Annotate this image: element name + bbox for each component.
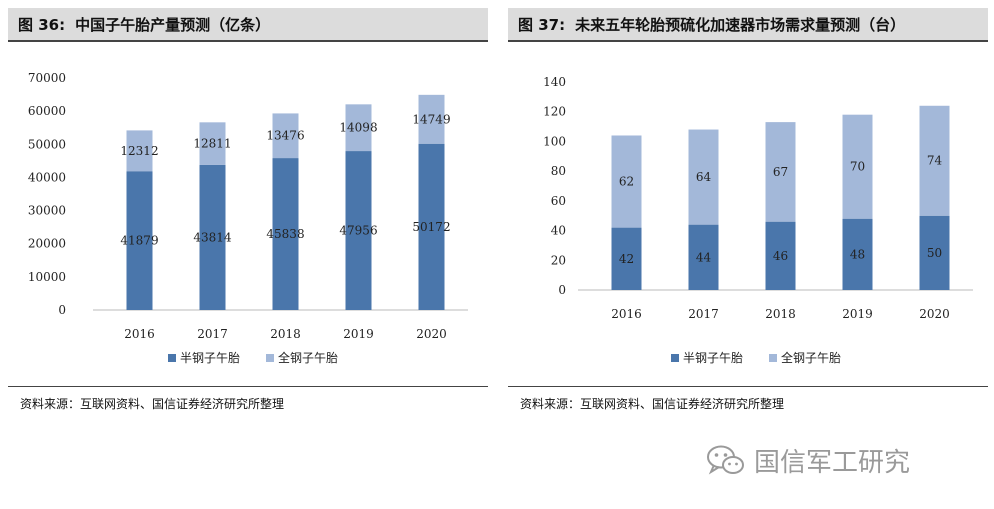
y-tick-label: 60000 [28,104,66,118]
chart-title: 未来五年轮胎预硫化加速器市场需求量预测（台） [575,15,906,34]
y-tick-label: 20 [551,253,566,267]
x-tick-label: 2017 [197,327,228,341]
data-label: 47956 [339,224,377,238]
data-label: 14098 [339,121,377,135]
data-label: 74 [927,154,943,168]
bar-all-steel [688,129,719,225]
bar-semi-steel [842,218,873,290]
chart-title: 中国子午胎产量预测（亿条） [75,15,271,34]
y-tick-label: 120 [543,105,566,119]
x-tick-label: 2018 [270,327,301,341]
bar-semi-steel [199,164,226,310]
data-label: 43814 [193,230,232,244]
chart-title-bar: 图 36: 中国子午胎产量预测（亿条） [8,8,488,42]
bar-all-steel [919,105,950,216]
x-tick-label: 2020 [919,307,950,321]
data-label: 45838 [266,227,304,241]
legend-swatch [769,354,777,362]
x-tick-label: 2019 [842,307,873,321]
x-tick-label: 2019 [343,327,374,341]
bar-semi-steel [919,215,950,290]
x-tick-label: 2016 [611,307,642,321]
figure-number: 图 36: [18,15,66,34]
y-tick-label: 40000 [28,170,66,184]
data-label: 14749 [412,112,450,126]
y-tick-label: 10000 [28,270,66,284]
bar-all-steel [842,114,873,219]
bar-semi-steel [688,224,719,290]
legend-label: 全钢子午胎 [278,350,338,365]
y-tick-label: 70000 [28,71,66,85]
y-tick-label: 140 [543,75,566,89]
data-label: 44 [696,250,712,264]
legend-label: 半钢子午胎 [683,351,743,365]
bar-all-steel [611,135,642,228]
data-label: 70 [850,160,865,174]
y-tick-label: 80 [551,164,566,178]
chart-title-bar: 图 37: 未来五年轮胎预硫化加速器市场需求量预测（台） [508,8,988,42]
data-label: 64 [696,170,712,184]
data-label: 48 [850,247,865,261]
stacked-bar-chart: 0 20 40 60 80 100 120 140 42 62 2016 44 64 2017 46 67 20… [543,75,973,365]
data-label: 50172 [412,220,450,234]
x-tick-label: 2020 [416,327,447,341]
bar-all-steel [272,113,299,159]
y-tick-label: 0 [558,283,566,297]
bar-semi-steel [418,143,445,310]
bar-all-steel [126,130,153,172]
y-tick-label: 50000 [28,137,66,151]
bar-all-steel [765,122,796,222]
data-label: 67 [773,165,788,179]
y-tick-label: 30000 [28,204,66,218]
bar-semi-steel [272,158,299,310]
x-tick-label: 2017 [688,307,719,321]
bar-semi-steel [611,227,642,290]
legend-swatch [671,354,679,362]
bar-semi-steel [765,221,796,290]
stacked-bar-chart: 0 10000 20000 30000 40000 50000 60000 70000 4187… [28,71,468,365]
y-tick-label: 20000 [28,237,66,251]
watermark: 国信军工研究 [706,440,976,480]
y-tick-label: 0 [58,303,66,317]
legend-swatch [266,354,274,362]
bar-semi-steel [126,171,153,310]
legend-swatch [168,354,176,362]
watermark-text: 国信军工研究 [754,447,911,478]
y-tick-label: 60 [551,194,566,208]
wechat-icon [707,445,744,475]
data-label: 42 [619,252,634,266]
data-label: 46 [773,249,788,263]
bar-all-steel [199,122,226,165]
x-tick-label: 2016 [124,327,155,341]
data-label: 12811 [193,137,231,151]
source-note: 资料来源：互联网资料、国信证券经济研究所整理 [8,386,488,411]
data-label: 12312 [120,144,158,158]
data-label: 13476 [266,129,304,143]
y-tick-label: 40 [551,224,566,238]
bar-all-steel [418,94,445,144]
chart-panel-36: 图 36: 中国子午胎产量预测（亿条） 0 10000 20000 30000 4000… [8,8,488,411]
data-label: 50 [927,246,942,260]
y-tick-label: 100 [543,134,566,148]
bar-all-steel [345,104,372,152]
figure-number: 图 37: [518,15,566,34]
chart-panel-37: 图 37: 未来五年轮胎预硫化加速器市场需求量预测（台） 0 20 40 60 80 10… [508,8,988,411]
legend-label: 半钢子午胎 [180,351,240,365]
source-note: 资料来源：互联网资料、国信证券经济研究所整理 [508,386,988,411]
data-label: 41879 [120,234,158,248]
bar-semi-steel [345,151,372,310]
legend-label: 全钢子午胎 [781,350,841,365]
data-label: 62 [619,175,634,189]
x-tick-label: 2018 [765,307,796,321]
